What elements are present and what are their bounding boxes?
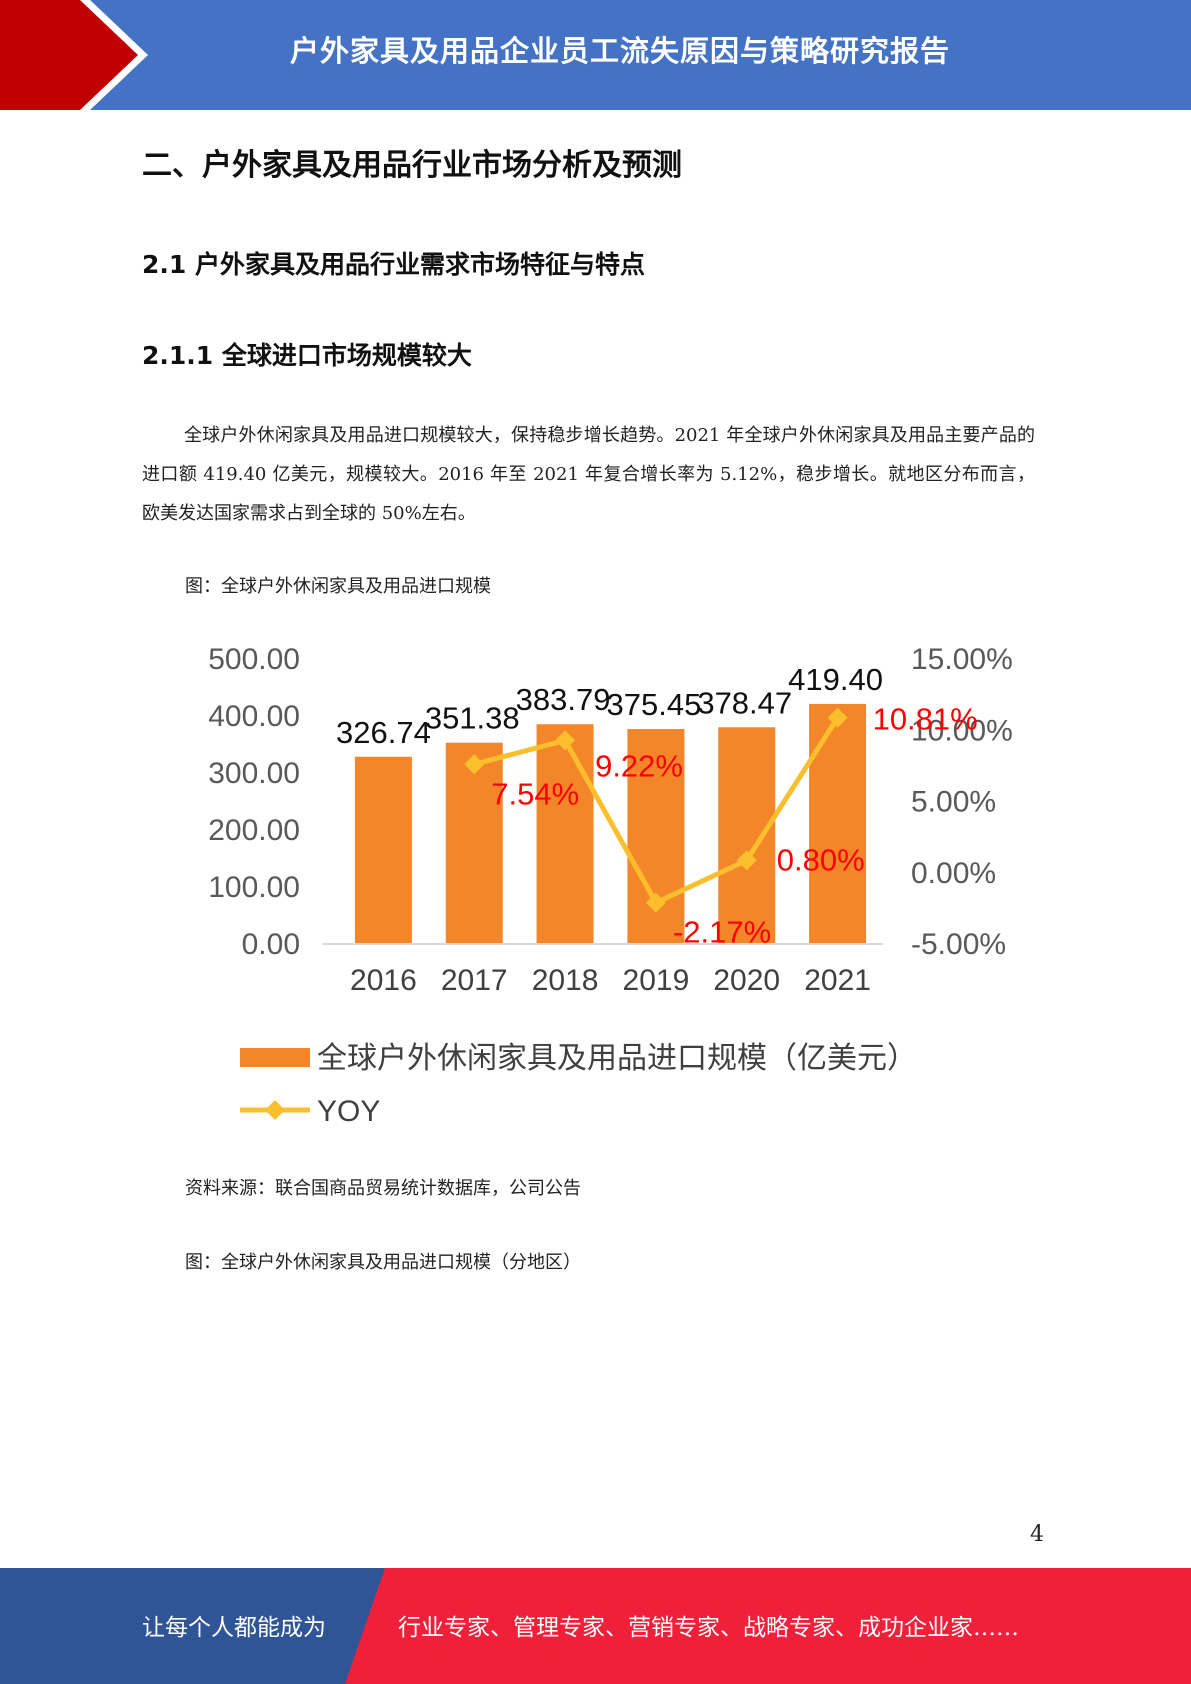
yoy-data-label: -2.17% [673, 915, 771, 950]
bar-data-label: 326.74 [336, 715, 431, 750]
subsection-heading: 2.1 户外家具及用品行业需求市场特征与特点 [142, 250, 645, 279]
footer-left-band [0, 1568, 385, 1684]
bar [354, 756, 412, 943]
yoy-point [645, 892, 666, 913]
header-background [0, 0, 1191, 110]
bar-data-label: 351.38 [425, 701, 520, 736]
yoy-point [555, 730, 576, 751]
left-axis-tick: 500.00 [208, 643, 300, 676]
footer-slogan-right: 行业专家、管理专家、营销专家、战略专家、成功企业家…… [398, 1615, 1019, 1641]
header-chevron-red [0, 0, 138, 110]
footer-banner: 让每个人都能成为 行业专家、管理专家、营销专家、战略专家、成功企业家…… [0, 1568, 1191, 1684]
bar-data-label: 378.47 [697, 685, 792, 720]
x-axis-tick: 2021 [804, 964, 871, 997]
bar-data-label: 419.40 [788, 662, 883, 697]
section-heading: 二、户外家具及用品行业市场分析及预测 [142, 148, 682, 183]
x-axis-tick: 2019 [623, 964, 690, 997]
left-axis-tick: 200.00 [208, 814, 300, 847]
footer-background [0, 1568, 1191, 1684]
bar-data-label: 375.45 [607, 687, 702, 722]
header-band [0, 0, 1191, 110]
right-axis-tick: 15.00% [911, 643, 1013, 676]
legend-bar-swatch [240, 1048, 310, 1067]
x-axis-tick: 2017 [441, 964, 508, 997]
yoy-point [464, 754, 485, 775]
bar [536, 724, 594, 943]
bar [445, 742, 503, 943]
bar [718, 727, 776, 943]
yoy-data-label: 9.22% [595, 748, 683, 783]
data-source: 资料来源：联合国商品贸易统计数据库，公司公告 [185, 1178, 581, 1199]
bar [809, 703, 867, 943]
yoy-data-label: 10.81% [873, 702, 978, 737]
figure2-caption: 图：全球户外休闲家具及用品进口规模（分地区） [185, 1252, 581, 1273]
bar-data-label: 383.79 [516, 682, 611, 717]
yoy-data-label: 0.80% [777, 842, 865, 877]
x-axis-tick: 2018 [532, 964, 599, 997]
legend-bar-label: 全球户外休闲家具及用品进口规模（亿美元） [317, 1041, 917, 1076]
header-banner: 户外家具及用品企业员工流失原因与策略研究报告 [0, 0, 1191, 110]
yoy-point [827, 707, 848, 728]
left-axis-tick: 100.00 [208, 871, 300, 904]
subsubsection-heading: 2.1.1 全球进口市场规模较大 [142, 341, 472, 370]
page-number: 4 [1030, 1522, 1044, 1547]
legend-line-label: YOY [317, 1095, 380, 1128]
right-axis-tick: 0.00% [911, 857, 996, 890]
figure1-caption: 图：全球户外休闲家具及用品进口规模 [185, 576, 491, 597]
left-axis-tick: 0.00 [242, 928, 300, 961]
right-axis-tick: 10.00% [911, 714, 1013, 747]
body-paragraph: 全球户外休闲家具及用品进口规模较大，保持稳步增长趋势。2021 年全球户外休闲家… [142, 425, 1035, 524]
yoy-data-label: 7.54% [491, 776, 579, 811]
legend-line-marker [265, 1100, 285, 1120]
footer-slogan-left: 让每个人都能成为 [142, 1615, 326, 1641]
import-scale-chart: 500.00 400.00 300.00 200.00 100.00 0.00 15.00%… [208, 643, 1013, 1128]
x-axis-tick: 2020 [713, 964, 780, 997]
right-axis-tick: 5.00% [911, 786, 996, 819]
report-title: 户外家具及用品企业员工流失原因与策略研究报告 [289, 34, 950, 68]
right-axis-tick: -5.00% [911, 928, 1006, 961]
left-axis-tick: 400.00 [208, 700, 300, 733]
yoy-point [736, 850, 757, 871]
left-axis-tick: 300.00 [208, 757, 300, 790]
x-axis-tick: 2016 [350, 964, 417, 997]
